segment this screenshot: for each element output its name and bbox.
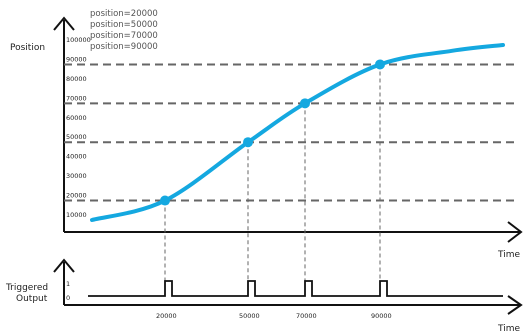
trigger-points — [160, 59, 385, 206]
trigger-ytick-low: 0 — [66, 294, 70, 302]
ytick-label-100000: 100000 — [66, 36, 91, 44]
trigger-point-70000 — [300, 98, 310, 109]
threshold-gridlines — [64, 63, 518, 290]
ytick-label-60000: 60000 — [66, 114, 87, 122]
position-curve — [90, 43, 505, 222]
annotation-4: position=90000 — [90, 42, 158, 52]
trigger-ytick-high: 1 — [66, 280, 70, 288]
ytick-label-50000: 50000 — [66, 133, 87, 141]
trigger-axis-label-line2: Output — [16, 294, 48, 304]
position-axis-label: Position — [10, 43, 45, 53]
position-annotations: position=20000 position=50000 position=7… — [90, 9, 158, 52]
trigger-axis-label-line1: Triggered — [5, 283, 48, 293]
ytick-label-40000: 40000 — [66, 153, 87, 161]
ytick-label-80000: 80000 — [66, 75, 87, 83]
ytick-label-70000: 70000 — [66, 94, 87, 102]
time-axis-label-bottom: Time — [497, 324, 520, 334]
xtick-label-70000: 70000 — [296, 312, 317, 320]
xtick-label-90000: 90000 — [371, 312, 392, 320]
ytick-label-90000: 90000 — [66, 55, 87, 63]
trigger-x-tick-labels: 20000 50000 70000 90000 — [156, 312, 392, 320]
position-tick-labels: 10000 20000 30000 40000 50000 60000 70000 80000… — [66, 36, 91, 219]
ytick-label-10000: 10000 — [66, 211, 87, 219]
trigger-point-20000 — [160, 195, 170, 206]
annotation-3: position=70000 — [90, 31, 158, 41]
trigger-point-50000 — [243, 137, 253, 148]
time-axis-label-top: Time — [497, 250, 520, 260]
trigger-y-axis-arrow-icon — [53, 258, 75, 273]
trigger-point-90000 — [375, 59, 385, 70]
position-axes — [53, 16, 523, 243]
ytick-label-30000: 30000 — [66, 172, 87, 180]
time-x-axis-top-arrow-icon — [507, 221, 523, 243]
ytick-label-20000: 20000 — [66, 192, 87, 200]
trigger-pulse-line — [88, 280, 503, 297]
xtick-label-50000: 50000 — [239, 312, 260, 320]
annotation-2: position=50000 — [90, 20, 158, 30]
time-x-axis-bottom-arrow-icon — [507, 295, 523, 315]
annotation-1: position=20000 — [90, 9, 158, 19]
trigger-axes — [53, 258, 523, 315]
xtick-label-20000: 20000 — [156, 312, 177, 320]
position-y-axis-arrow-icon — [53, 16, 75, 31]
